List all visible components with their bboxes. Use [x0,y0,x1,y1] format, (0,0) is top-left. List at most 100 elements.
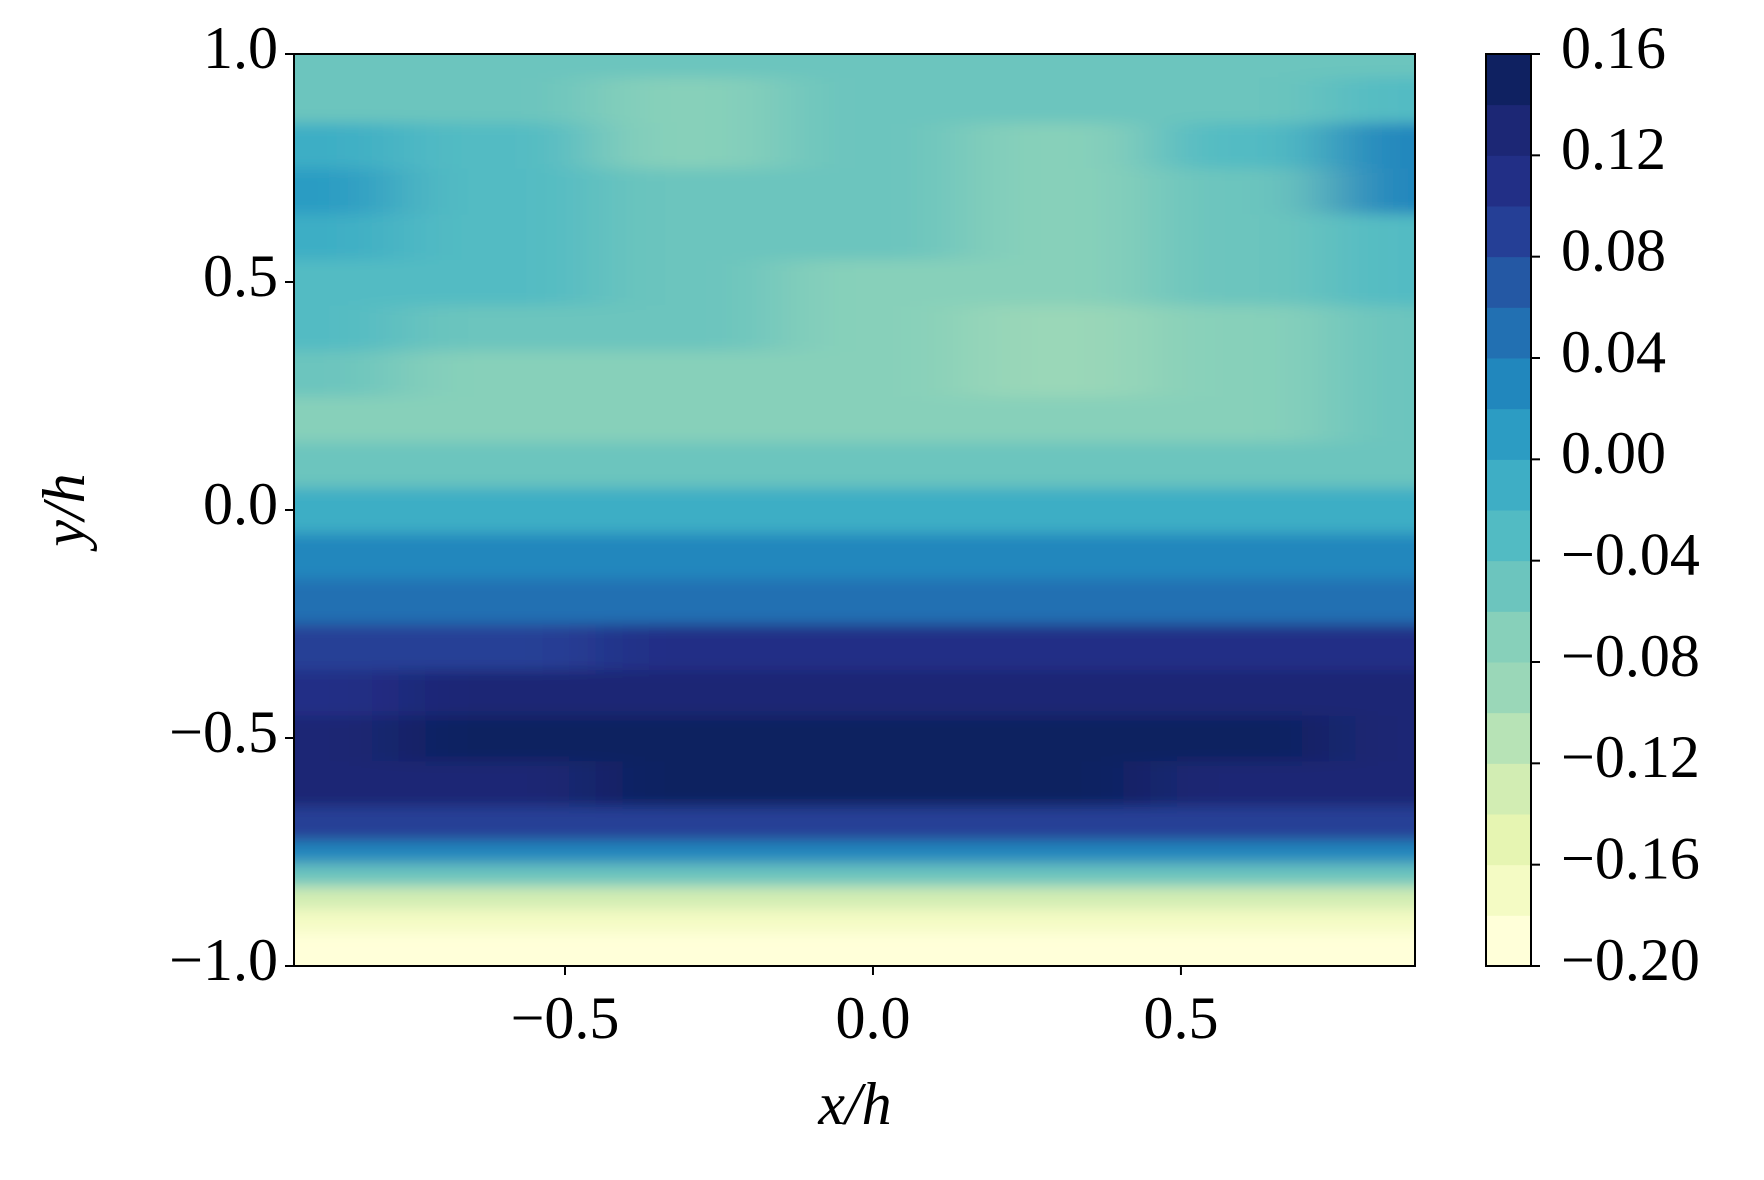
contour-cell [595,578,782,625]
contour-cell [1150,931,1330,956]
colorbar-band [1486,915,1531,967]
contour-cell [1150,806,1330,842]
contour-cell [965,396,1151,443]
colorbar-tick-label: −0.20 [1561,927,1700,993]
contour-field [294,54,1415,966]
x-tick-label: −0.5 [511,985,620,1051]
contour-cell [294,760,400,807]
contour-cell [595,122,782,169]
contour-cell [1328,532,1415,579]
contour-cell [1328,760,1415,807]
contour-cell [965,168,1151,215]
contour-cell [595,54,782,78]
contour-cell [780,304,966,351]
colorbar-band [1486,510,1531,562]
y-tick-label: 0.0 [203,471,278,537]
contour-cell [398,122,597,169]
contour-cell [1328,863,1415,887]
contour-cell [1150,909,1330,933]
contour-cell [595,441,782,488]
contour-cell [398,76,597,123]
contour-cell [1328,76,1415,123]
colorbar-tick-label: 0.04 [1561,319,1666,385]
contour-cell [780,840,966,864]
colorbar-band [1486,54,1531,106]
contour-cell [780,578,966,625]
contour-cell [398,624,597,671]
contour-cell [1328,909,1415,933]
contour-cell [965,487,1151,534]
contour-cell [780,76,966,123]
contour-cell [595,954,782,966]
contour-cell [1328,954,1415,966]
contour-cell [294,840,400,864]
contour-cell [1328,624,1415,671]
contour-cell [780,54,966,78]
contour-cell [1150,259,1330,306]
contour-cell [294,441,400,488]
contour-cell [1150,760,1330,807]
colorbar-band [1486,307,1531,359]
contour-cell [398,715,597,762]
contour-cell [398,259,597,306]
contour-cell [965,760,1151,807]
contour-cell [965,213,1151,260]
contour-cell [294,122,400,169]
contour-cell [1328,487,1415,534]
colorbar-tick-label: −0.12 [1561,724,1700,790]
contour-cell [965,863,1151,887]
contour-cell [1328,886,1415,910]
contour-cell [780,715,966,762]
contour-cell [1150,441,1330,488]
contour-cell [398,931,597,956]
contour-cell [1150,76,1330,123]
colorbar-tick-label: 0.16 [1561,15,1666,81]
contour-cell [398,578,597,625]
contour-cell [1328,840,1415,864]
contour-cell [294,909,400,933]
contour-cell [780,931,966,956]
contour-cell [965,259,1151,306]
contour-cell [780,669,966,716]
contour-cells [294,54,1415,966]
colorbar-band [1486,814,1531,866]
colorbar-band [1486,459,1531,511]
contour-cell [398,863,597,887]
contour-cell [1328,806,1415,842]
contour-cell [780,886,966,910]
colorbar-band [1486,763,1531,815]
y-axis-label: y/h [31,473,97,552]
contour-cell [294,863,400,887]
contour-cell [595,886,782,910]
contour-cell [1150,168,1330,215]
contour-cell [595,863,782,887]
contour-cell [595,806,782,842]
contour-cell [294,396,400,443]
contour-cell [398,350,597,397]
contour-cell [780,122,966,169]
contour-cell [1328,715,1415,762]
contour-cell [595,259,782,306]
contour-cell [965,840,1151,864]
contour-cell [595,532,782,579]
contour-cell [294,168,400,215]
colorbar-band [1486,408,1531,460]
contour-cell [965,624,1151,671]
x-tick-label: 0.5 [1143,985,1218,1051]
y-tick-label: 0.5 [203,243,278,309]
contour-cell [294,304,400,351]
contour-cell [595,76,782,123]
contour-cell [398,54,597,78]
contour-cell [1150,532,1330,579]
contour-cell [294,806,400,842]
contour-cell [780,487,966,534]
contour-cell [1150,840,1330,864]
contour-cell [965,954,1151,966]
contour-cell [780,441,966,488]
contour-cell [1150,396,1330,443]
contour-cell [398,909,597,933]
contour-cell [965,304,1151,351]
contour-cell [1150,715,1330,762]
contour-cell [1150,487,1330,534]
